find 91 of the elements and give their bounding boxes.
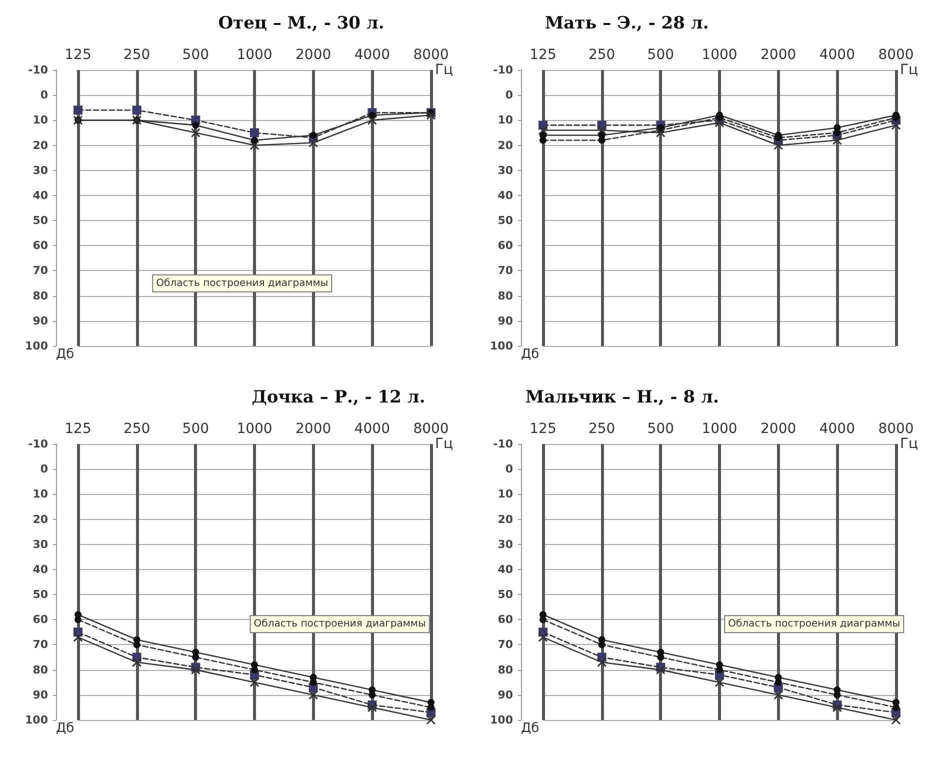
y-axis-title: Дб	[56, 347, 74, 362]
y-tick-label: -10	[493, 64, 514, 76]
x-tick-label: 500	[182, 421, 210, 437]
x-tick-label: 250	[588, 47, 616, 63]
x-tick-label: 125	[64, 421, 92, 437]
y-tick-label: 70	[498, 264, 514, 278]
chart-title: Отец – М., - 30 л.	[218, 14, 384, 34]
y-tick-label: 100	[490, 340, 514, 352]
chart-title: Дочка – Р., - 12 л.	[252, 388, 426, 408]
y-tick-label: 20	[498, 138, 514, 152]
chart-title: Мальчик – Н., - 8 л.	[525, 388, 719, 408]
x-tick-label: 4000	[354, 421, 390, 437]
x-tick-label: 500	[647, 47, 674, 63]
y-tick-label: 20	[498, 512, 514, 526]
x-tick-label: 125	[64, 47, 92, 63]
x-tick-label: 2000	[760, 47, 796, 63]
y-tick-label: 20	[32, 138, 48, 152]
y-tick-label: 30	[32, 164, 48, 177]
y-tick-label: 60	[498, 239, 514, 252]
y-tick-label: -10	[493, 438, 514, 450]
y-axis-title: Дб	[521, 347, 540, 362]
y-tick-label: 90	[498, 314, 514, 328]
x-tick-label: 8000	[413, 47, 449, 63]
x-tick-label: 8000	[878, 421, 914, 437]
x-tick-label: 1000	[236, 47, 272, 63]
y-tick-label: 50	[32, 214, 48, 228]
annotation: Область построения диаграммы	[728, 618, 900, 630]
y-tick-label: 50	[498, 588, 514, 602]
y-tick-label: 10	[32, 114, 48, 127]
y-tick-label: 60	[32, 613, 48, 626]
x-tick-label: 8000	[878, 47, 914, 63]
chart-title: Мать – Э., - 28 л.	[544, 14, 709, 34]
y-tick-label: 100	[25, 340, 48, 352]
annotation: Область построения диаграммы	[254, 618, 426, 630]
x-tick-label: 4000	[819, 421, 855, 437]
x-axis-title: Гц	[435, 436, 454, 452]
x-tick-label: 2000	[296, 421, 332, 437]
x-axis-title: Гц	[435, 62, 454, 78]
y-tick-label: 100	[25, 714, 48, 726]
x-tick-label: 250	[123, 421, 150, 437]
y-tick-label: 40	[498, 188, 514, 202]
y-tick-label: 90	[498, 688, 514, 702]
y-tick-label: 30	[32, 538, 48, 551]
y-axis-title: Дб	[521, 721, 540, 736]
y-tick-label: -10	[28, 438, 48, 450]
y-tick-label: 70	[498, 638, 514, 652]
y-tick-label: 90	[32, 314, 48, 328]
y-tick-label: 60	[498, 613, 514, 626]
x-axis-title: Гц	[900, 436, 918, 452]
y-tick-label: 20	[32, 512, 48, 526]
annotation: Область построения диаграммы	[156, 278, 328, 289]
y-tick-label: 80	[32, 289, 48, 302]
x-tick-label: 1000	[702, 421, 738, 437]
y-tick-label: 100	[490, 714, 514, 726]
y-tick-label: 90	[32, 688, 48, 702]
x-tick-label: 500	[182, 47, 210, 63]
y-tick-label: 70	[32, 638, 48, 652]
y-tick-label: 40	[498, 562, 514, 576]
x-tick-label: 4000	[354, 47, 390, 63]
y-tick-label: 30	[498, 538, 514, 551]
x-tick-label: 2000	[296, 47, 332, 63]
x-tick-label: 250	[588, 421, 616, 437]
x-tick-label: 250	[123, 47, 150, 63]
y-tick-label: 0	[40, 88, 48, 102]
y-tick-label: 80	[498, 663, 514, 676]
y-tick-label: 0	[505, 462, 514, 476]
y-tick-label: 70	[32, 264, 48, 278]
x-tick-label: 1000	[236, 421, 272, 437]
y-tick-label: 80	[498, 289, 514, 302]
y-tick-label: 40	[32, 562, 48, 576]
y-axis-title: Дб	[56, 721, 74, 736]
x-axis-title: Гц	[900, 62, 918, 78]
x-tick-label: 4000	[819, 47, 855, 63]
y-tick-label: 0	[40, 462, 48, 476]
y-tick-label: 30	[498, 164, 514, 177]
y-tick-label: 0	[505, 88, 514, 102]
y-tick-label: 80	[32, 663, 48, 676]
x-tick-label: 500	[647, 421, 674, 437]
x-tick-label: 8000	[413, 421, 449, 437]
y-tick-label: 60	[32, 239, 48, 252]
y-tick-label: 10	[498, 488, 514, 501]
x-tick-label: 125	[530, 421, 556, 437]
x-tick-label: 125	[530, 47, 556, 63]
y-tick-label: 10	[32, 488, 48, 501]
y-tick-label: -10	[28, 64, 48, 76]
y-tick-label: 40	[32, 188, 48, 202]
y-tick-label: 10	[498, 114, 514, 127]
y-tick-label: 50	[32, 588, 48, 602]
y-tick-label: 50	[498, 214, 514, 228]
x-tick-label: 1000	[702, 47, 738, 63]
x-tick-label: 2000	[760, 421, 796, 437]
